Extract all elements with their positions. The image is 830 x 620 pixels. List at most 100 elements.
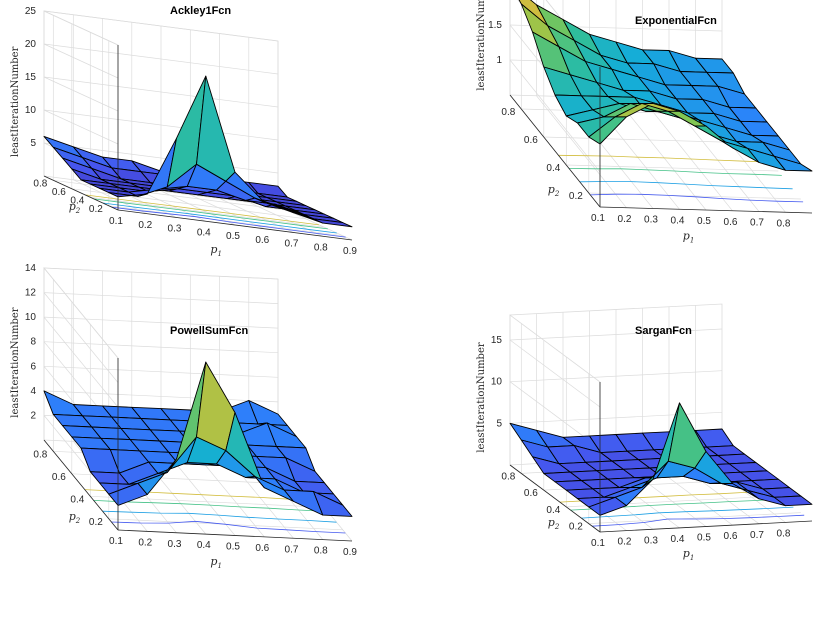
x-tick-label: 0.3 [168,224,182,235]
x-tick-label: 0.9 [343,547,357,558]
grid-line [642,98,733,212]
x-tick-label: 0.6 [724,217,738,228]
chart-title: SarganFcn [635,325,692,337]
y-tick-label: 0.8 [501,471,515,482]
grid-line [509,411,723,424]
x-tick-label: 0.9 [343,246,357,257]
grid-line [43,267,119,359]
x-axis-label-base: p [210,243,217,256]
axis-line [599,520,813,533]
x-tick-label: 0.8 [777,218,791,229]
chart-title: ExponentialFcn [635,15,717,27]
x-axis-label-sub: 1 [690,237,694,245]
axis-line [43,175,119,211]
z-axis-label: leastIterationNumber [476,0,487,91]
z-tick-label: 5 [30,138,36,149]
surface [518,0,813,172]
surface-patch [773,495,813,507]
x-tick-label: 0.7 [750,218,764,229]
contour-line [102,510,337,523]
grid-line [566,164,779,172]
y-axis-label-base: p [548,183,555,196]
y-tick-label: 0.8 [33,449,47,460]
grid-line [73,179,148,215]
z-tick-label: 1 [496,55,502,66]
x-tick-label: 0.8 [777,528,791,539]
z-axis-label: leastIterationNumber [10,46,21,157]
grid-line [509,328,723,341]
x-axis-label-sub: 1 [690,554,694,562]
y-axis-label-base: p [548,516,555,529]
grid-line [43,10,119,46]
grid-line [43,109,279,141]
y-axis-label: p2 [69,200,81,215]
x-tick-label: 0.3 [168,539,182,550]
panel-sarganfcn: 0.1 0.2 0.3 0.4 0.5 0.6 0.7 0.8 0.2 0.4 0.6 0.8 5 10 1… [476,303,813,562]
grid-line [43,109,119,145]
contour-line [85,194,320,226]
axis-line [43,439,119,531]
contour-lines [84,489,346,534]
x-tick-label: 0.5 [697,533,711,544]
surface [43,75,353,228]
z-tick-label: 10 [491,377,503,388]
x-tick-label: 0.3 [644,215,658,226]
x-tick-label: 0.5 [697,216,711,227]
tick-labels: 0.1 0.2 0.3 0.4 0.5 0.6 0.7 0.8 0.2 0.4 0.6 0.8 5 10 1… [491,335,791,549]
y-tick-label: 0.4 [70,494,84,505]
contour-line [590,193,804,203]
x-tick-label: 0.1 [591,213,605,224]
grid-line [543,136,756,144]
grid-line [43,341,279,354]
grid-line [509,370,723,383]
axis-line [509,464,601,533]
contour-line [111,206,346,238]
grid-line [219,198,294,233]
grid-line [43,365,279,378]
z-tick-label: 1.5 [488,20,502,31]
grid-line [588,512,801,524]
grid-line [43,76,119,112]
y-tick-label: 0.6 [52,187,66,198]
z-tick-label: 4 [30,386,36,397]
x-tick-label: 0.2 [618,537,632,548]
grid-line [43,390,279,403]
x-tick-label: 0.1 [109,216,123,227]
axis-line [509,94,601,208]
contour-line [592,514,805,527]
surface-patch [313,218,353,228]
grid-line [536,95,627,209]
x-tick-label: 0.5 [226,231,240,242]
z-tick-label: 10 [25,105,37,116]
panel-exponentialfcn: 0.1 0.2 0.3 0.4 0.5 0.6 0.7 0.8 0.2 0.4 0.6 0.8 1 1.5… [476,0,813,245]
x-axis-label: p1 [210,555,222,570]
x-tick-label: 0.4 [197,540,211,551]
z-axis-label: leastIterationNumber [10,307,21,418]
x-tick-label: 0.1 [109,536,123,547]
z-tick-label: 2 [30,410,36,421]
axis-lines [43,358,353,542]
y-tick-label: 0.2 [89,517,103,528]
surface-patch [773,155,813,172]
z-tick-label: 15 [25,72,37,83]
contour-line [93,198,328,230]
x-tick-label: 0.2 [138,537,152,548]
x-axis-label: p1 [683,547,695,562]
x-tick-label: 0.1 [591,538,605,549]
z-tick-label: 5 [496,418,502,429]
y-tick-label: 0.6 [524,135,538,146]
y-tick-label: 0.8 [501,107,515,118]
grid-line [43,142,279,174]
contour-line [558,154,772,163]
x-tick-label: 0.7 [285,544,299,555]
x-tick-label: 0.2 [618,214,632,225]
grid-line [43,292,119,383]
z-tick-label: 8 [30,337,36,348]
grid-line [160,190,236,226]
panel-powellsumfcn: 0.1 0.2 0.3 0.4 0.5 0.6 0.7 0.8 0.9 0.2 0.4 0.6 0.8 2… [10,263,357,570]
axis-line [599,206,813,214]
z-axis-label: leastIterationNumber [476,342,487,453]
tick-labels: 0.1 0.2 0.3 0.4 0.5 0.6 0.7 0.8 0.9 0.2 0.4 0.6 0.8 5… [25,6,358,257]
y-tick-label: 0.6 [52,472,66,483]
